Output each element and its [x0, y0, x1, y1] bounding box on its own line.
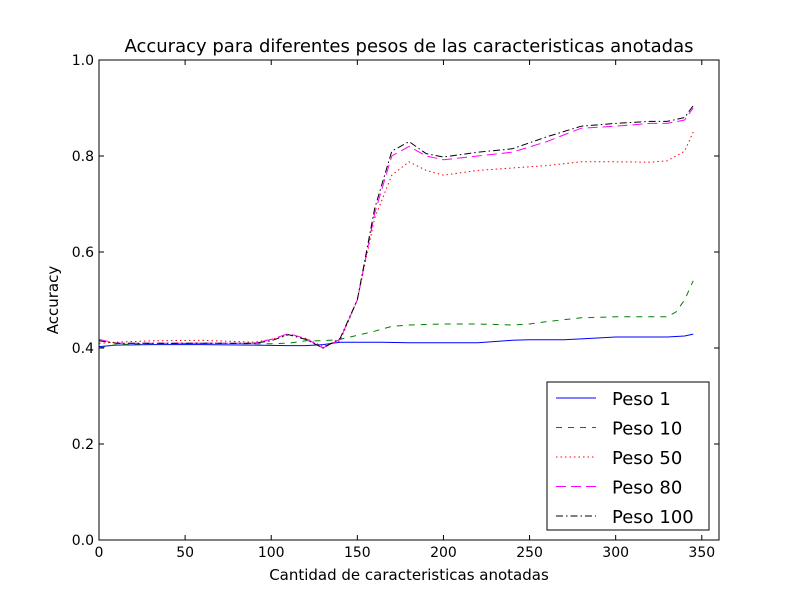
x-tick-label: 0	[95, 545, 104, 561]
legend-label: Peso 10	[612, 419, 682, 440]
legend-box	[546, 381, 710, 531]
y-tick-label: 1.0	[72, 53, 94, 69]
series-line-peso-10	[98, 280, 694, 349]
legend-label: Peso 50	[612, 448, 682, 469]
x-tick-label: 100	[258, 545, 285, 561]
y-axis: 0.0 0.2 0.4 0.6 0.8 1.0	[72, 53, 719, 549]
chart-title: Accuracy para diferentes pesos de las ca…	[124, 36, 693, 57]
legend: Peso 1 Peso 10 Peso 50 Peso 80 Peso 100	[546, 381, 710, 531]
legend-label: Peso 80	[612, 478, 682, 499]
x-tick-label: 200	[430, 545, 457, 561]
series-line-peso-80	[98, 107, 694, 349]
x-tick-label: 350	[688, 545, 715, 561]
x-tick-label: 300	[602, 545, 629, 561]
y-tick-label: 0.8	[72, 149, 94, 165]
series-line-peso-1	[98, 333, 694, 348]
y-axis-label: Accuracy	[44, 266, 62, 335]
x-tick-label: 250	[516, 545, 543, 561]
y-tick-label: 0.2	[72, 437, 94, 453]
x-axis-label: Cantidad de caracteristicas anotadas	[269, 566, 549, 584]
x-tick-label: 150	[344, 545, 371, 561]
plot-frame	[98, 59, 720, 541]
legend-label: Peso 100	[612, 507, 694, 528]
series-line-peso-50	[98, 131, 694, 348]
plot-area	[98, 105, 694, 349]
y-tick-label: 0.0	[72, 533, 94, 549]
y-tick-label: 0.6	[72, 245, 94, 261]
x-tick-label: 50	[176, 545, 194, 561]
x-axis: 0 50 100 150 200 250 300 350	[95, 60, 715, 561]
series-line-peso-100	[98, 105, 694, 349]
legend-label: Peso 1	[612, 389, 671, 410]
y-tick-label: 0.4	[72, 341, 94, 357]
